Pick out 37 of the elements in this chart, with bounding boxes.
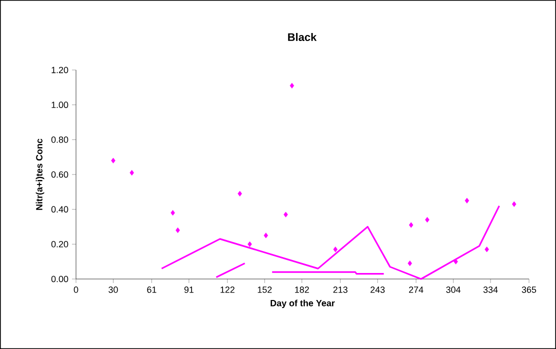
point xyxy=(408,260,412,266)
x-tick-label: 334 xyxy=(483,286,498,293)
y-tick-label: 1.20 xyxy=(52,66,68,74)
point xyxy=(284,212,288,218)
x-tick-label: 365 xyxy=(522,286,536,293)
point xyxy=(170,210,175,216)
x-tick-label: 30 xyxy=(108,286,118,293)
y-tick-label: 0.20 xyxy=(51,240,68,248)
x-tick-label: 213 xyxy=(333,286,348,293)
y-axis-title: Nitr(a+i)tes Conc xyxy=(36,138,44,210)
point xyxy=(264,232,268,238)
point xyxy=(484,246,489,252)
y-tick-label: 1.00 xyxy=(52,102,68,108)
point xyxy=(408,222,414,228)
x-tick-label: 274 xyxy=(409,286,424,293)
point xyxy=(248,241,252,247)
y-tick-label: 0.40 xyxy=(51,206,68,213)
y-tick-label: 0.80 xyxy=(51,136,68,143)
x-tick-label: 182 xyxy=(295,286,309,293)
x-tick-label: 304 xyxy=(446,286,461,293)
x-axis-title: Day of the Year xyxy=(270,300,335,308)
y-tick-label: 0.60 xyxy=(51,171,68,178)
y-tick-label: 0.00 xyxy=(51,276,68,282)
line-series xyxy=(160,205,500,280)
x-tick-label: 152 xyxy=(258,286,272,293)
point xyxy=(512,201,516,207)
point xyxy=(333,246,338,252)
point xyxy=(290,82,294,88)
chart-title: Black xyxy=(288,32,317,42)
point xyxy=(238,190,242,196)
point xyxy=(464,198,470,204)
x-tick-label: 243 xyxy=(370,286,385,293)
x-tick-label: 61 xyxy=(147,286,156,293)
x-tick-label: 0 xyxy=(74,286,78,293)
point xyxy=(111,158,116,164)
x-tick-label: 91 xyxy=(184,286,194,293)
x-tick-label: 122 xyxy=(220,286,234,293)
